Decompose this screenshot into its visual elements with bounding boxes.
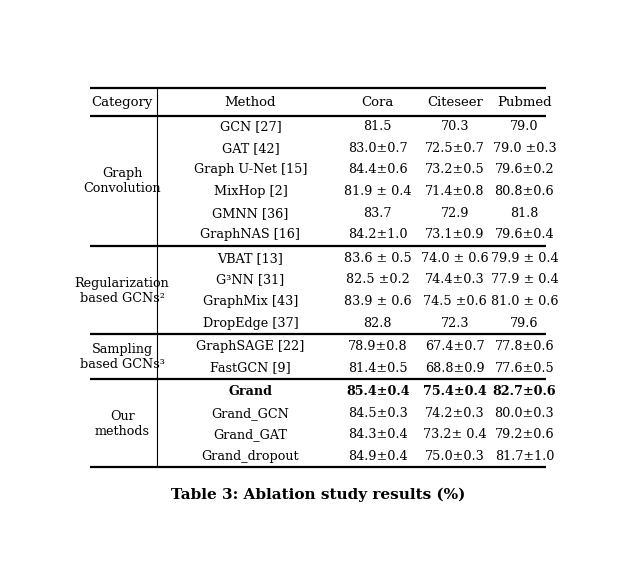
Text: 81.4±0.5: 81.4±0.5 [348,362,407,375]
Text: 82.5 ±0.2: 82.5 ±0.2 [346,273,410,287]
Text: 75.4±0.4: 75.4±0.4 [423,385,487,398]
Text: Grand_GCN: Grand_GCN [211,407,290,420]
Text: 82.8: 82.8 [363,316,392,329]
Text: 79.6±0.2: 79.6±0.2 [495,164,554,176]
Text: 81.7±1.0: 81.7±1.0 [495,450,554,463]
Text: Our
methods: Our methods [95,410,149,438]
Text: 81.5: 81.5 [363,120,392,133]
Text: G³NN [31]: G³NN [31] [216,273,285,287]
Text: 72.3: 72.3 [440,316,469,329]
Text: 73.1±0.9: 73.1±0.9 [425,228,484,241]
Text: GCN [27]: GCN [27] [219,120,281,133]
Text: Regularization
based GCNs²: Regularization based GCNs² [75,277,169,305]
Text: 67.4±0.7: 67.4±0.7 [425,340,484,353]
Text: Graph
Convolution: Graph Convolution [83,166,161,194]
Text: 72.5±0.7: 72.5±0.7 [425,142,485,154]
Text: 72.9: 72.9 [440,206,469,220]
Text: Sampling
based GCNs³: Sampling based GCNs³ [80,343,165,371]
Text: 74.4±0.3: 74.4±0.3 [425,273,484,287]
Text: 71.4±0.8: 71.4±0.8 [425,185,484,198]
Text: 84.5±0.3: 84.5±0.3 [348,407,408,420]
Text: GraphNAS [16]: GraphNAS [16] [200,228,301,241]
Text: 84.2±1.0: 84.2±1.0 [348,228,407,241]
Text: 83.9 ± 0.6: 83.9 ± 0.6 [344,295,412,308]
Text: 79.9 ± 0.4: 79.9 ± 0.4 [490,252,558,265]
Text: 79.0 ±0.3: 79.0 ±0.3 [492,142,556,154]
Text: GMNN [36]: GMNN [36] [212,206,289,220]
Text: 79.0: 79.0 [510,120,539,133]
Text: 81.0 ± 0.6: 81.0 ± 0.6 [490,295,558,308]
Text: 77.6±0.5: 77.6±0.5 [495,362,554,375]
Text: 79.2±0.6: 79.2±0.6 [495,428,554,441]
Text: 77.9 ± 0.4: 77.9 ± 0.4 [490,273,558,287]
Text: 83.7: 83.7 [363,206,392,220]
Text: 77.8±0.6: 77.8±0.6 [495,340,554,353]
Text: 84.3±0.4: 84.3±0.4 [348,428,407,441]
Text: 74.2±0.3: 74.2±0.3 [425,407,484,420]
Text: VBAT [13]: VBAT [13] [218,252,283,265]
Text: 82.7±0.6: 82.7±0.6 [492,385,556,398]
Text: 80.0±0.3: 80.0±0.3 [495,407,554,420]
Text: 83.6 ± 0.5: 83.6 ± 0.5 [344,252,412,265]
Text: 83.0±0.7: 83.0±0.7 [348,142,407,154]
Text: MixHop [2]: MixHop [2] [213,185,288,198]
Text: Table 3: Ablation study results (%): Table 3: Ablation study results (%) [170,487,465,502]
Text: 73.2±0.5: 73.2±0.5 [425,164,485,176]
Text: Graph U-Net [15]: Graph U-Net [15] [193,164,308,176]
Text: 73.2± 0.4: 73.2± 0.4 [423,428,487,441]
Text: DropEdge [37]: DropEdge [37] [203,316,298,329]
Text: Category: Category [92,96,153,109]
Text: 81.8: 81.8 [510,206,539,220]
Text: Citeseer: Citeseer [427,96,482,109]
Text: Cora: Cora [361,96,394,109]
Text: 68.8±0.9: 68.8±0.9 [425,362,484,375]
Text: 79.6: 79.6 [510,316,539,329]
Text: 70.3: 70.3 [440,120,469,133]
Text: GAT [42]: GAT [42] [221,142,280,154]
Text: 74.5 ±0.6: 74.5 ±0.6 [423,295,487,308]
Text: Grand_dropout: Grand_dropout [202,450,299,463]
Text: Grand_GAT: Grand_GAT [213,428,288,441]
Text: Grand: Grand [229,385,272,398]
Text: 79.6±0.4: 79.6±0.4 [495,228,554,241]
Text: GraphSAGE [22]: GraphSAGE [22] [197,340,304,353]
Text: 75.0±0.3: 75.0±0.3 [425,450,485,463]
Text: Pubmed: Pubmed [497,96,552,109]
Text: 85.4±0.4: 85.4±0.4 [346,385,410,398]
Text: GraphMix [43]: GraphMix [43] [203,295,298,308]
Text: FastGCN [9]: FastGCN [9] [210,362,291,375]
Text: Method: Method [224,96,277,109]
Text: 80.8±0.6: 80.8±0.6 [495,185,554,198]
Text: 81.9 ± 0.4: 81.9 ± 0.4 [344,185,412,198]
Text: 74.0 ± 0.6: 74.0 ± 0.6 [421,252,489,265]
Text: 78.9±0.8: 78.9±0.8 [348,340,407,353]
Text: 84.9±0.4: 84.9±0.4 [348,450,407,463]
Text: 84.4±0.6: 84.4±0.6 [348,164,407,176]
